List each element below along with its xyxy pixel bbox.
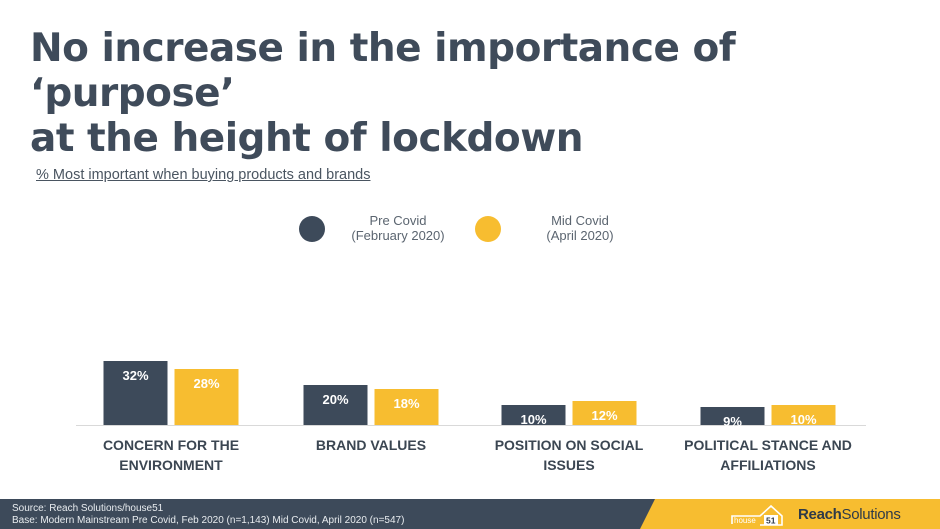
brand-logos: house 51 ReachSolutions [730, 503, 930, 526]
legend-mid-covid-marker [475, 216, 501, 242]
brand-bold: Reach [798, 506, 842, 523]
title-line-2: at the height of lockdown [30, 116, 584, 161]
category-label-0-line2: ENVIRONMENT [119, 457, 223, 473]
bar-mid-1 [374, 389, 439, 425]
data-label-pre-2: 10% [520, 412, 546, 427]
data-label-mid-1: 18% [393, 396, 419, 411]
legend-mid-covid-line1: Mid Covid [551, 213, 609, 228]
slide-title: No increase in the importance of ‘purpos… [30, 26, 930, 161]
legend-mid-covid-line2: (April 2020) [546, 228, 614, 243]
data-label-pre-1: 20% [322, 392, 348, 407]
bar-chart: 32% 28% CONCERN FOR THE ENVIRONMENT 20% 18% BR… [76, 361, 866, 473]
bar-mid-0 [174, 369, 239, 425]
base-text: Base: Modern Mainstream Pre Covid, Feb 2… [12, 515, 405, 526]
chart-subtitle: % Most important when buying products an… [36, 167, 371, 183]
legend-pre-covid-label: Pre Covid (February 2020) [336, 213, 460, 243]
data-label-mid-2: 12% [591, 408, 617, 423]
category-label-2-line2: ISSUES [543, 457, 594, 473]
bar-pre-2 [501, 405, 566, 425]
bar-mid-2 [572, 401, 637, 425]
house51-logo: house 51 [731, 504, 783, 526]
brand-light: Solutions [841, 506, 901, 523]
legend-mid-covid-label: Mid Covid (April 2020) [530, 213, 630, 243]
category-label-3-line2: AFFILIATIONS [720, 457, 815, 473]
bar-pre-0 [103, 361, 168, 425]
legend-pre-covid-line2: (February 2020) [351, 228, 445, 243]
reach-solutions-logo: ReachSolutions [798, 506, 901, 523]
source-text: Source: Reach Solutions/house51 [12, 503, 164, 514]
house51-logo-number: 51 [766, 516, 776, 526]
category-label-2-line1: POSITION ON SOCIAL [495, 437, 644, 453]
footer-source-note: Source: Reach Solutions/house51 Base: Mo… [12, 503, 404, 527]
data-label-pre-3: 9% [723, 414, 742, 429]
footer-background [0, 499, 940, 529]
bar-pre-1 [303, 385, 368, 425]
category-label-3-line1: POLITICAL STANCE AND [684, 437, 852, 453]
legend-pre-covid-line1: Pre Covid [369, 213, 427, 228]
bar-pre-3 [700, 407, 765, 425]
footer-bar [0, 499, 940, 529]
bar-mid-3 [771, 405, 836, 425]
data-label-mid-3: 10% [790, 412, 816, 427]
legend-pre-covid-marker [299, 216, 325, 242]
data-label-pre-0: 32% [122, 368, 148, 383]
data-label-mid-0: 28% [193, 376, 219, 391]
category-label-0-line1: CONCERN FOR THE [103, 437, 239, 453]
house51-logo-text: house [734, 516, 756, 525]
category-label-1-line1: BRAND VALUES [316, 437, 426, 453]
title-line-1: No increase in the importance of ‘purpos… [30, 26, 736, 116]
